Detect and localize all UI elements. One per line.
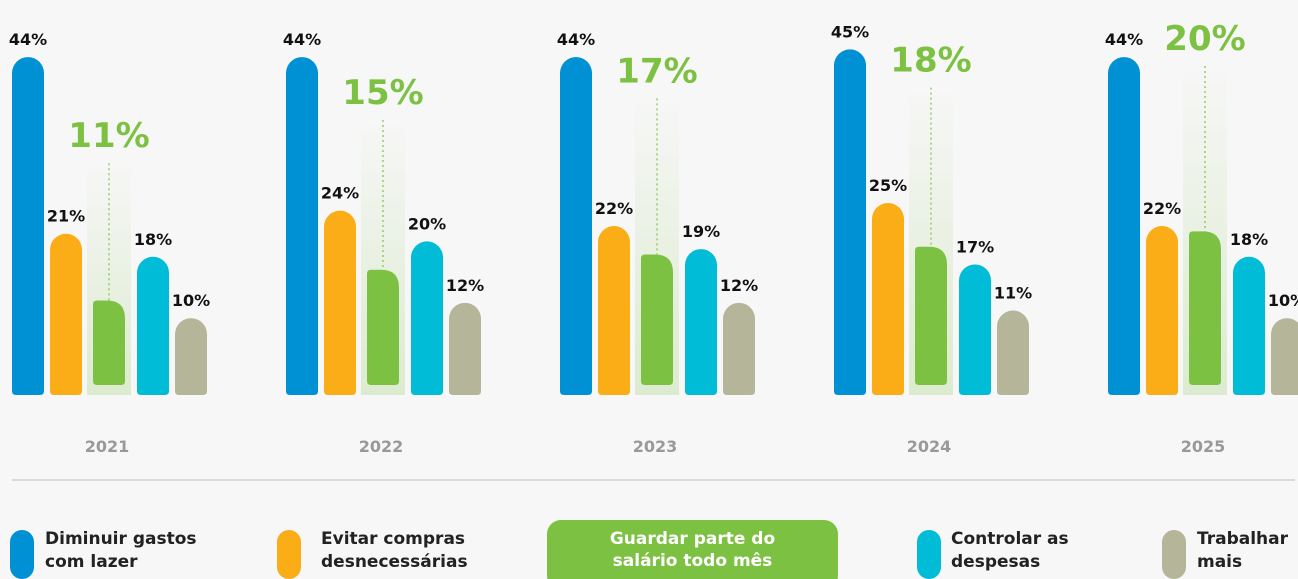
bar	[137, 256, 169, 395]
bar	[12, 57, 44, 395]
bar	[598, 226, 630, 395]
bar	[324, 210, 356, 395]
bar	[286, 57, 318, 395]
value-label: 11%	[68, 116, 149, 156]
bar	[93, 300, 125, 385]
bar	[959, 264, 991, 395]
value-label: 25%	[869, 176, 907, 195]
bar	[411, 241, 443, 395]
value-label: 20%	[408, 214, 446, 233]
bar	[872, 203, 904, 395]
value-label: 12%	[720, 276, 758, 295]
value-label: 12%	[446, 276, 484, 295]
value-label: 20%	[1164, 19, 1245, 59]
legend-icon	[917, 530, 941, 579]
value-label: 22%	[595, 199, 633, 218]
bar	[449, 302, 481, 395]
bar	[1189, 231, 1221, 385]
bar	[175, 318, 207, 395]
value-label: 11%	[994, 284, 1032, 303]
value-label: 22%	[1143, 199, 1181, 218]
bar	[834, 49, 866, 396]
value-label: 44%	[557, 30, 595, 49]
bar	[1233, 256, 1265, 395]
value-label: 10%	[172, 291, 210, 310]
x-tick-label: 2022	[359, 437, 404, 456]
legend-label: Evitar compras desnecessárias	[321, 529, 468, 572]
legend-label: Controlar as despesas	[951, 529, 1069, 572]
bar	[685, 249, 717, 395]
value-label: 44%	[1105, 30, 1143, 49]
bar	[641, 254, 673, 385]
bar	[723, 302, 755, 395]
bar	[1108, 57, 1140, 395]
value-label: 17%	[616, 51, 697, 91]
value-label: 44%	[283, 30, 321, 49]
legend-icon	[10, 530, 34, 579]
x-tick-label: 2023	[633, 437, 678, 456]
legend-label: Diminuir gastos com lazer	[45, 529, 197, 572]
value-label: 15%	[342, 73, 423, 113]
x-tick-label: 2024	[907, 437, 952, 456]
x-tick-label: 2021	[85, 437, 130, 456]
value-label: 18%	[134, 230, 172, 249]
legend-label: Guardar parte do salário todo mês	[547, 520, 838, 579]
legend-label: Trabalhar mais	[1197, 529, 1289, 572]
value-label: 18%	[890, 41, 971, 81]
legend-icon	[277, 530, 301, 579]
value-label: 21%	[47, 207, 85, 226]
value-label: 19%	[682, 222, 720, 241]
value-label: 44%	[9, 30, 47, 49]
value-label: 24%	[321, 184, 359, 203]
bar	[50, 233, 82, 395]
value-label: 17%	[956, 237, 994, 256]
bar	[915, 246, 947, 385]
legend-icon	[1162, 530, 1186, 579]
bar	[560, 57, 592, 395]
bar	[1146, 226, 1178, 395]
x-tick-label: 2025	[1181, 437, 1226, 456]
bar	[367, 269, 399, 385]
value-label: 10%	[1268, 291, 1298, 310]
bar	[1271, 318, 1298, 395]
bar	[997, 310, 1029, 395]
value-label: 45%	[831, 22, 869, 41]
value-label: 18%	[1230, 230, 1268, 249]
